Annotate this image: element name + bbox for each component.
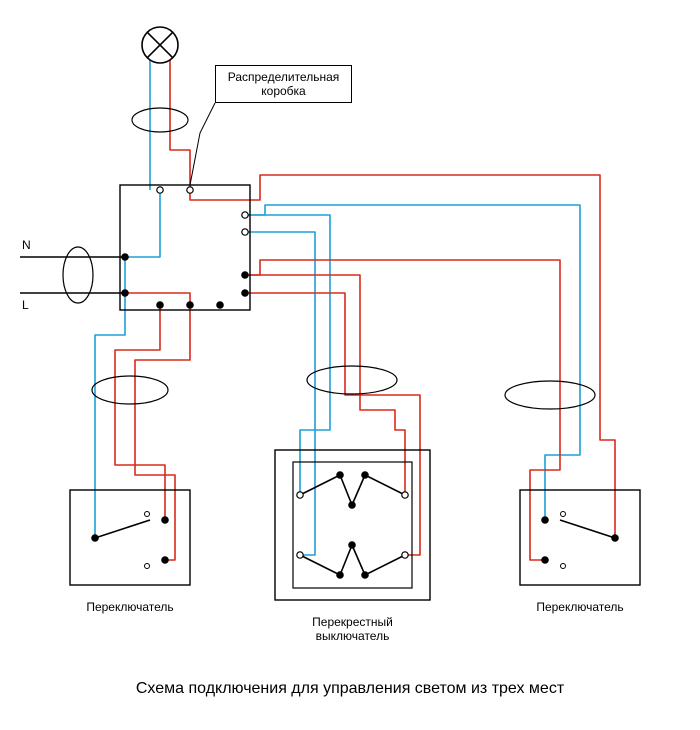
junction-box-label-line1: Распределительная (228, 70, 340, 84)
switch-left-label: Переключатель (70, 600, 190, 614)
switch-center-label: Перекрестный выключатель (275, 615, 430, 643)
junction-box-label: Распределительная коробка (215, 65, 352, 103)
neutral-label: N (22, 238, 31, 252)
junction-box-label-line2: коробка (261, 84, 305, 98)
switch-right-label: Переключатель (520, 600, 640, 614)
diagram-title: Схема подключения для управления светом … (0, 680, 700, 698)
line-label: L (22, 298, 29, 312)
